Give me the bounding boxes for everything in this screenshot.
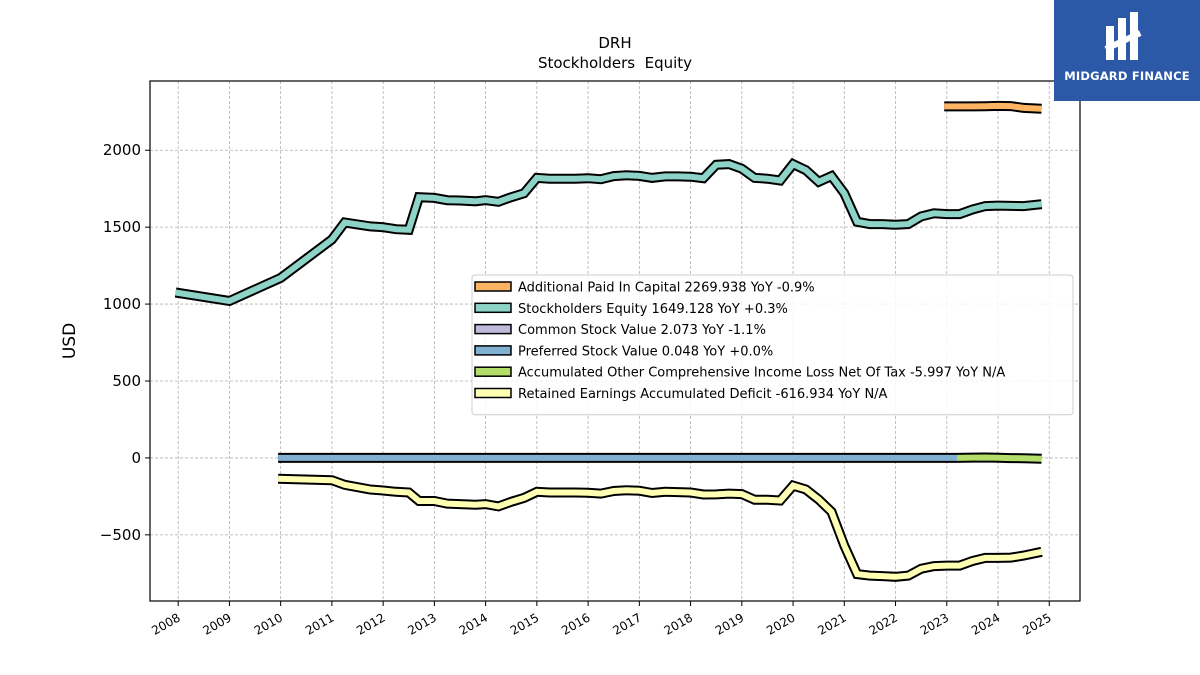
brand-name: MIDGARD FINANCE — [1064, 69, 1190, 83]
x-tick-label: 2013 — [405, 610, 438, 637]
legend-box — [471, 274, 1074, 416]
legend-swatch — [474, 281, 512, 292]
series-layer — [174, 100, 1043, 582]
legend-entry: Preferred Stock Value 0.048 YoY +0.0% — [518, 344, 773, 359]
y-tick-label: 1500 — [103, 218, 141, 236]
x-tick-label: 2010 — [252, 610, 285, 637]
legend-entry: Accumulated Other Comprehensive Income L… — [518, 366, 1005, 381]
y-axis-label: USD — [60, 323, 80, 359]
legend-swatch — [474, 387, 512, 399]
x-tick-label: 2008 — [149, 610, 182, 637]
x-tick-label: 2020 — [764, 610, 797, 637]
x-tick-label: 2021 — [815, 610, 848, 637]
x-tick-label: 2018 — [662, 610, 695, 637]
x-tick-label: 2023 — [918, 610, 951, 637]
y-tick-label: 2000 — [103, 141, 141, 159]
y-tick-label: −500 — [100, 526, 141, 544]
x-tick-label: 2019 — [713, 610, 746, 637]
series-line — [956, 454, 1042, 462]
x-tick-label: 2009 — [200, 610, 233, 637]
legend-swatch — [474, 345, 512, 356]
chart-subtitle: Stockholders Equity — [538, 54, 692, 72]
x-tick-label: 2016 — [559, 610, 592, 637]
legend-swatch — [474, 302, 512, 314]
x-tick-label: 2017 — [610, 610, 643, 637]
y-tick-label: 1000 — [103, 295, 141, 313]
x-tick-label: 2024 — [969, 610, 1002, 637]
x-tick-label: 2012 — [354, 610, 387, 637]
x-tick-label: 2015 — [508, 610, 541, 637]
series-4 — [956, 452, 1042, 464]
series-0 — [944, 100, 1042, 114]
x-tick-label: 2025 — [1020, 610, 1053, 637]
x-tick-label: 2011 — [303, 610, 336, 637]
legend-entry: Common Stock Value 2.073 YoY -1.1% — [518, 323, 766, 338]
legend-entry: Stockholders Equity 1649.128 YoY +0.3% — [518, 302, 788, 317]
plot-frame — [149, 80, 1081, 602]
chart-title: DRH — [598, 34, 631, 52]
legend-entry: Retained Earnings Accumulated Deficit -6… — [518, 387, 888, 402]
series-5 — [277, 473, 1043, 582]
legend: Additional Paid In Capital 2269.938 YoY … — [471, 274, 1074, 416]
brand-logo: MIDGARD FINANCE — [1054, 0, 1200, 101]
series-line — [278, 475, 1043, 580]
legend-swatch — [474, 323, 512, 335]
brand-mark-icon — [1104, 12, 1142, 60]
series-1 — [174, 157, 1043, 307]
series-line — [944, 102, 1042, 112]
legend-swatch — [474, 366, 512, 377]
legend-entry: Additional Paid In Capital 2269.938 YoY … — [518, 281, 815, 296]
series-line — [175, 160, 1042, 305]
y-tick-label: 500 — [112, 372, 141, 390]
x-tick-label: 2014 — [457, 610, 490, 637]
y-tick-label: 0 — [131, 449, 141, 467]
x-tick-label: 2022 — [867, 610, 900, 637]
